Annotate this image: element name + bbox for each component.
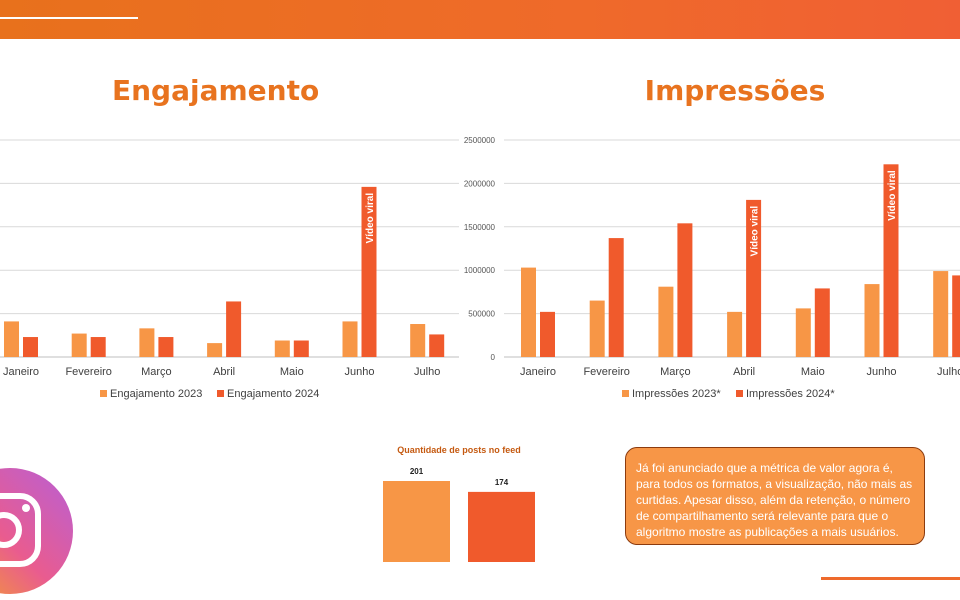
x-tick-label: Março [141,366,172,378]
header-bar [0,0,960,39]
bar [540,311,555,357]
x-tick-label: Janeiro [520,366,556,378]
x-tick-label: Julho [414,366,440,378]
bar [952,275,960,357]
legend-label: Impressões 2024* [746,388,835,400]
bar [342,321,358,357]
bar [864,284,880,357]
y-tick-label: 2000000 [464,179,496,188]
bar [207,343,223,357]
bar [658,286,674,357]
legend-label: Engajamento 2023 [110,388,202,400]
bar [589,300,605,357]
bar [361,186,377,357]
legend-label: Impressões 2023* [632,388,721,400]
bar [521,267,536,357]
bar [293,340,309,357]
note-box: Já foi anunciado que a métrica de valor … [625,447,925,545]
bar [4,321,19,357]
bar [139,328,155,357]
annotation-label: Vídeo viral [887,170,898,221]
bar [274,340,290,357]
posts-bar [383,481,450,562]
bar [71,333,87,357]
header-accent-line [0,17,138,19]
annotation-label: Vídeo viral [750,206,761,257]
posts-bar [468,491,535,562]
bar [608,238,624,357]
y-tick-label: 1000000 [464,266,496,275]
x-tick-label: Fevereiro [583,366,629,378]
x-tick-label: Junho [345,366,375,378]
impressions-title: Impressões [644,74,826,107]
bar [677,223,693,357]
posts-data-label: 201 [410,467,424,476]
legend-label: Engajamento 2024 [227,388,319,400]
x-tick-label: Maio [801,366,825,378]
footer-accent-line [821,577,960,580]
x-tick-label: Junho [867,366,897,378]
bar [410,324,426,357]
x-tick-label: Janeiro [3,366,39,378]
bar [746,199,762,357]
bar [90,337,106,357]
annotation-label: Vídeo viral [365,193,376,244]
x-tick-label: Abril [733,366,755,378]
legend-swatch [736,390,743,397]
engagement-title: Engajamento [112,74,320,107]
posts-chart-title: Quantidade de posts no feed [397,445,521,455]
y-tick-label: 2500000 [464,136,496,145]
bar [429,334,445,357]
legend-swatch [217,390,224,397]
x-tick-label: Março [660,366,691,378]
legend-swatch [100,390,107,397]
bar [795,308,811,357]
x-tick-label: Abril [213,366,235,378]
x-tick-label: Maio [280,366,304,378]
y-tick-label: 0 [491,353,496,362]
x-tick-label: Fevereiro [65,366,111,378]
bar [226,301,242,357]
bar [814,288,830,357]
instagram-icon [0,468,74,594]
bar [933,271,949,357]
y-tick-label: 1500000 [464,223,496,232]
bar [158,337,174,357]
x-tick-label: Julho [937,366,960,378]
bar [727,311,743,357]
legend-swatch [622,390,629,397]
posts-data-label: 174 [495,478,509,487]
bar [23,337,38,357]
bar [883,164,899,357]
y-tick-label: 500000 [468,310,495,319]
